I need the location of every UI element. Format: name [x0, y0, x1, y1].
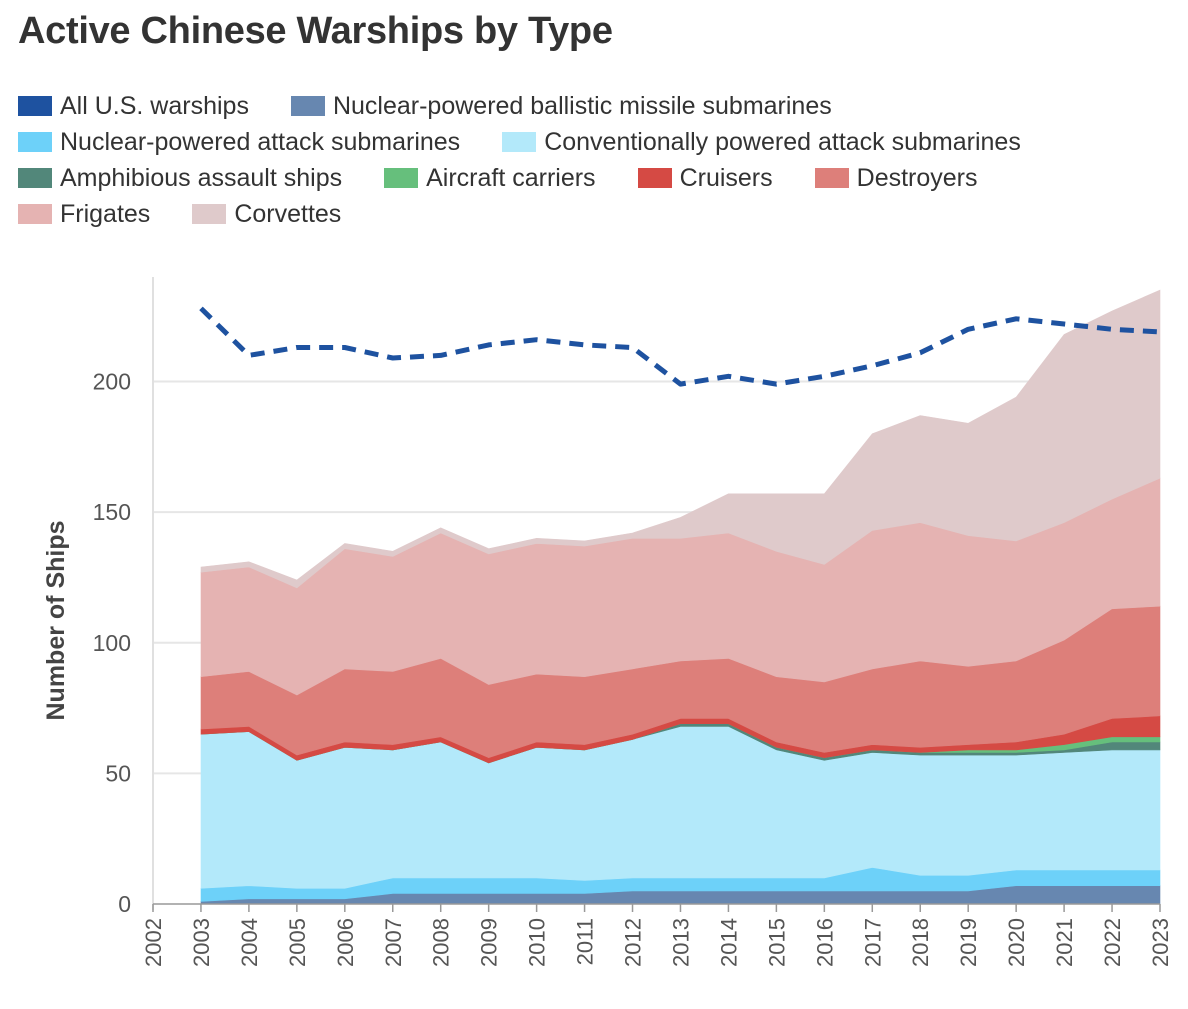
- y-tick-label: 50: [105, 760, 131, 786]
- x-tick-label: 2021: [1052, 918, 1077, 967]
- legend-label: Destroyers: [856, 163, 978, 192]
- legend-item-frigates[interactable]: Frigates: [18, 200, 150, 229]
- legend-label: Corvettes: [234, 199, 342, 228]
- x-tick-label: 2009: [477, 918, 502, 967]
- us-warships-line: [199, 306, 1161, 387]
- legend-label: Amphibious assault ships: [60, 163, 343, 192]
- x-tick-label: 2004: [237, 918, 262, 967]
- legend-label: Cruisers: [679, 163, 773, 192]
- legend-swatch: [290, 96, 325, 116]
- x-tick-label: 2011: [573, 918, 598, 965]
- chart-legend: All U.S. warships Nuclear-powered ballis…: [18, 88, 1178, 232]
- chart-title: Active Chinese Warships by Type: [18, 10, 613, 52]
- legend-swatch: [814, 168, 849, 188]
- legend-item-destroyers[interactable]: Destroyers: [814, 163, 978, 193]
- x-tick-label: 2019: [956, 918, 981, 967]
- x-tick-label: 2014: [716, 918, 741, 967]
- x-tick-label: 2005: [285, 918, 310, 967]
- x-tick-label: 2016: [812, 918, 837, 967]
- legend-swatch: [637, 168, 672, 188]
- legend-label: Nuclear-powered attack submarines: [60, 127, 461, 156]
- legend-label: Nuclear-powered ballistic missile submar…: [332, 91, 832, 120]
- x-tick-label: 2003: [189, 918, 214, 967]
- x-tick-label: 2013: [668, 918, 693, 967]
- x-tick-label: 2006: [333, 918, 358, 967]
- x-tick-label: 2015: [764, 918, 789, 967]
- legend-swatch: [18, 204, 52, 224]
- x-tick-label: 2010: [525, 918, 550, 967]
- y-axis-label: Number of Ships: [42, 520, 70, 720]
- y-tick-label: 200: [93, 369, 131, 395]
- legend-swatch: [384, 168, 419, 188]
- legend-swatch: [502, 132, 537, 152]
- legend-item-carriers[interactable]: Aircraft carriers: [384, 163, 596, 193]
- x-tick-label: 2002: [141, 918, 166, 967]
- legend-item-us-warships[interactable]: All U.S. warships: [18, 92, 249, 121]
- x-tick-label: 2022: [1100, 918, 1125, 967]
- x-tick-label: 2020: [1004, 918, 1029, 967]
- y-tick-label: 0: [118, 891, 131, 917]
- x-tick-label: 2018: [908, 918, 933, 967]
- legend-swatch: [18, 132, 52, 152]
- y-tick-label: 100: [93, 630, 131, 656]
- x-tick-label: 2012: [621, 918, 646, 967]
- area-series-8: [200, 289, 1161, 589]
- legend-item-cruisers[interactable]: Cruisers: [637, 163, 773, 193]
- x-tick-label: 2008: [429, 918, 454, 967]
- legend-label: Conventionally powered attack submarines: [544, 127, 1021, 156]
- y-tick-label: 150: [93, 499, 131, 525]
- legend-item-ssn[interactable]: Nuclear-powered attack submarines: [18, 128, 460, 157]
- legend-item-amphibious[interactable]: Amphibious assault ships: [18, 164, 342, 193]
- x-tick-label: 2023: [1148, 918, 1173, 967]
- legend-swatch: [18, 168, 52, 188]
- x-tick-label: 2017: [860, 918, 885, 967]
- x-tick-label: 2007: [381, 918, 406, 967]
- legend-swatch: [192, 204, 227, 224]
- legend-label: Aircraft carriers: [426, 163, 596, 192]
- legend-label: All U.S. warships: [60, 91, 249, 120]
- legend-item-ssbn[interactable]: Nuclear-powered ballistic missile submar…: [290, 91, 832, 121]
- legend-swatch: [18, 96, 52, 116]
- legend-item-ssk[interactable]: Conventionally powered attack submarines: [502, 128, 1021, 157]
- legend-item-corvettes[interactable]: Corvettes: [192, 200, 341, 229]
- legend-label: Frigates: [60, 199, 151, 228]
